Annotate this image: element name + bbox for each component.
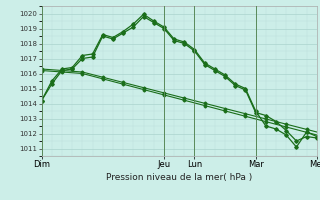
X-axis label: Pression niveau de la mer( hPa ): Pression niveau de la mer( hPa ) [106,173,252,182]
